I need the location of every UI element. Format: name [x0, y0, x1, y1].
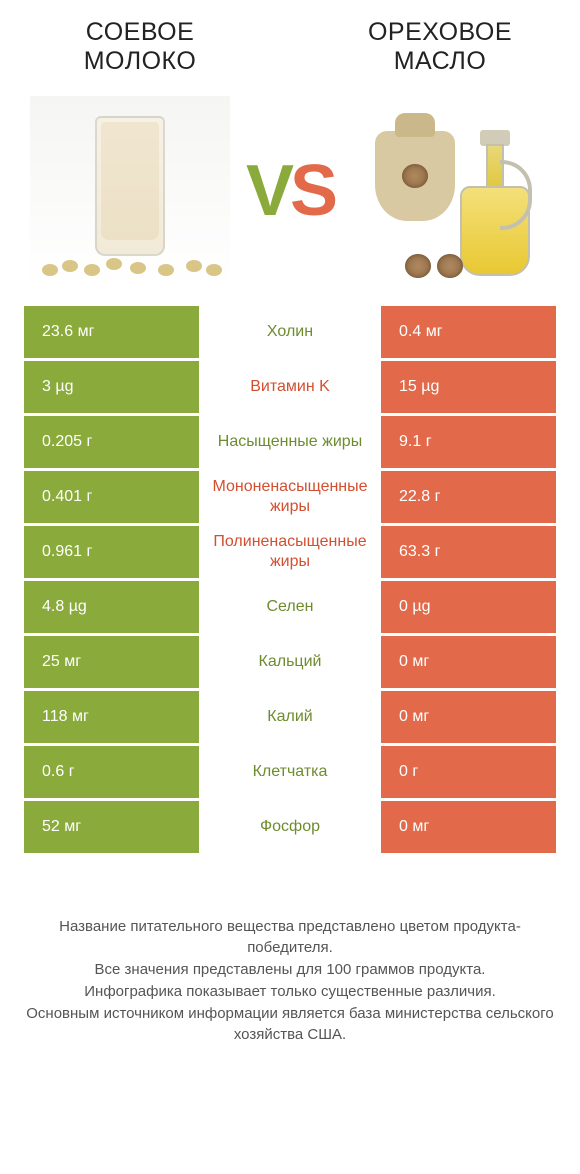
left-value: 118 мг [24, 691, 199, 743]
footer-line: Все значения представлены для 100 граммо… [24, 959, 556, 981]
right-value: 15 µg [381, 361, 556, 413]
right-value: 0 µg [381, 581, 556, 633]
left-value: 25 мг [24, 636, 199, 688]
nutrient-label: Насыщенные жиры [199, 416, 381, 468]
nutrient-label: Кальций [199, 636, 381, 688]
footer-line: Инфографика показывает только существенн… [24, 981, 556, 1003]
nut-oil-image [350, 96, 550, 286]
left-value: 0.401 г [24, 471, 199, 523]
soy-milk-image [30, 96, 230, 286]
table-row: 0.6 гКлетчатка0 г [24, 746, 556, 798]
vs-v: V [246, 151, 290, 231]
nutrient-label: Холин [199, 306, 381, 358]
right-value: 0.4 мг [381, 306, 556, 358]
table-row: 0.961 гПолиненасыщенные жиры63.3 г [24, 526, 556, 578]
left-value: 3 µg [24, 361, 199, 413]
nutrient-label: Витамин K [199, 361, 381, 413]
left-value: 4.8 µg [24, 581, 199, 633]
right-value: 0 мг [381, 801, 556, 853]
table-row: 118 мгКалий0 мг [24, 691, 556, 743]
header: Соевое молоко Ореховое масло [0, 0, 580, 86]
footer-line: Название питательного вещества представл… [24, 916, 556, 960]
left-value: 0.205 г [24, 416, 199, 468]
table-row: 4.8 µgСелен0 µg [24, 581, 556, 633]
footer-line: Основным источником информации является … [24, 1003, 556, 1047]
footer-notes: Название питательного вещества представл… [0, 856, 580, 1047]
right-product-title: Ореховое масло [330, 18, 550, 76]
right-value: 63.3 г [381, 526, 556, 578]
table-row: 3 µgВитамин K15 µg [24, 361, 556, 413]
right-value: 9.1 г [381, 416, 556, 468]
table-row: 25 мгКальций0 мг [24, 636, 556, 688]
walnuts-icon [405, 254, 463, 278]
images-row: VS [0, 86, 580, 306]
nutrient-label: Фосфор [199, 801, 381, 853]
nutrient-label: Клетчатка [199, 746, 381, 798]
nutrient-label: Селен [199, 581, 381, 633]
left-value: 0.961 г [24, 526, 199, 578]
nutrient-label: Мононенасыщенные жиры [199, 471, 381, 523]
left-value: 23.6 мг [24, 306, 199, 358]
table-row: 0.401 гМононенасыщенные жиры22.8 г [24, 471, 556, 523]
glass-icon [95, 116, 165, 256]
nutrient-label: Калий [199, 691, 381, 743]
left-product-title: Соевое молоко [30, 18, 250, 76]
right-value: 0 мг [381, 691, 556, 743]
nutrient-table: 23.6 мгХолин0.4 мг3 µgВитамин K15 µg0.20… [0, 306, 580, 853]
vs-label: VS [246, 150, 334, 232]
table-row: 0.205 гНасыщенные жиры9.1 г [24, 416, 556, 468]
vs-s: S [290, 151, 334, 231]
right-value: 0 мг [381, 636, 556, 688]
soybeans-icon [38, 248, 222, 276]
right-value: 22.8 г [381, 471, 556, 523]
oil-bottle-icon [460, 126, 530, 276]
left-value: 0.6 г [24, 746, 199, 798]
table-row: 23.6 мгХолин0.4 мг [24, 306, 556, 358]
right-value: 0 г [381, 746, 556, 798]
walnut-sack-icon [375, 131, 455, 221]
table-row: 52 мгФосфор0 мг [24, 801, 556, 853]
nutrient-label: Полиненасыщенные жиры [199, 526, 381, 578]
left-value: 52 мг [24, 801, 199, 853]
